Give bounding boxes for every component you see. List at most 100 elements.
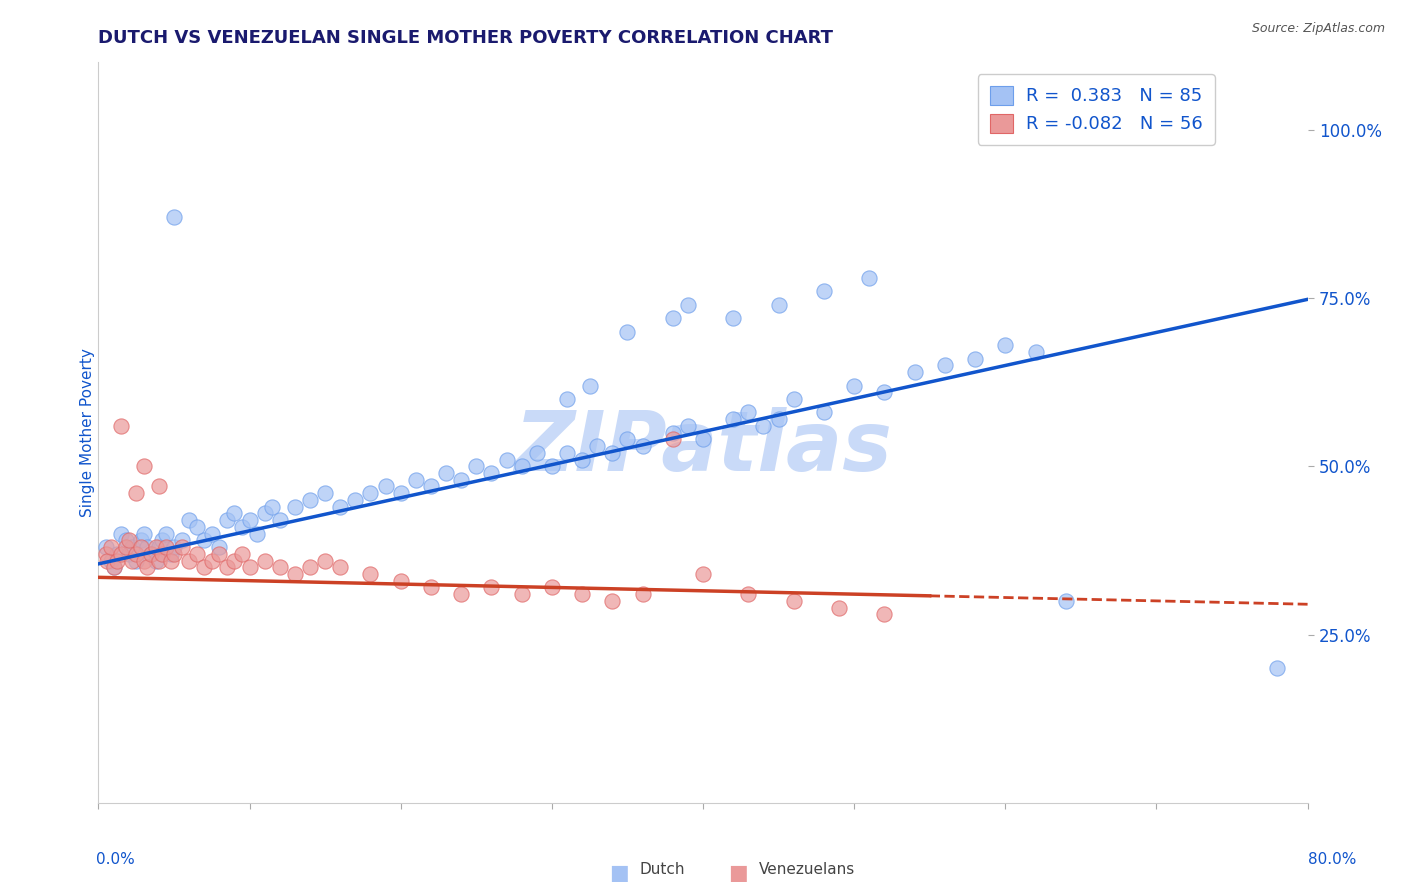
Point [103,560,125,574]
Point [132,553,155,567]
Point [420,581,443,595]
Point [114,533,136,548]
Point [160,553,183,567]
Point [571,587,593,601]
Point [105,547,128,561]
Point [661,433,683,447]
Point [160,547,183,561]
Point [299,560,322,574]
Point [110,418,132,433]
Point [1267,661,1289,675]
Point [389,486,412,500]
Text: DUTCH VS VENEZUELAN SINGLE MOTHER POVERTY CORRELATION CHART: DUTCH VS VENEZUELAN SINGLE MOTHER POVERT… [98,29,834,47]
Point [269,560,291,574]
Point [314,553,336,567]
Point [828,600,851,615]
Point [125,553,148,567]
Point [105,553,128,567]
Point [125,547,148,561]
Point [616,325,638,339]
Point [110,526,132,541]
Point [118,533,141,548]
Point [135,560,157,574]
Point [481,581,503,595]
Point [481,466,503,480]
Point [299,492,322,507]
Point [179,553,201,567]
Point [783,392,806,406]
Point [141,547,163,561]
Point [602,594,624,608]
Point [94,540,117,554]
Point [231,547,253,561]
Point [150,533,173,548]
Point [540,581,562,595]
Point [661,311,683,326]
Point [692,433,714,447]
Text: ■: ■ [609,863,628,883]
Point [284,566,307,581]
Legend: R =  0.383   N = 85, R = -0.082   N = 56: R = 0.383 N = 85, R = -0.082 N = 56 [977,74,1215,145]
Point [170,540,193,554]
Point [526,446,548,460]
Point [208,540,231,554]
Point [676,298,699,312]
Point [145,540,167,554]
Point [201,526,224,541]
Point [100,540,122,554]
Point [602,446,624,460]
Point [114,540,136,554]
Point [155,540,177,554]
Point [129,540,152,554]
Point [813,285,835,299]
Point [163,211,186,225]
Point [179,513,201,527]
Point [215,513,238,527]
Point [100,553,122,567]
Point [253,507,276,521]
Point [208,547,231,561]
Point [344,492,367,507]
Point [314,486,336,500]
Text: Venezuelans: Venezuelans [759,862,855,877]
Point [692,566,714,581]
Point [148,479,170,493]
Point [873,607,896,622]
Point [201,553,224,567]
Point [224,507,246,521]
Point [118,547,141,561]
Point [965,351,987,366]
Text: Source: ZipAtlas.com: Source: ZipAtlas.com [1251,22,1385,36]
Point [1054,594,1077,608]
Point [571,452,593,467]
Point [163,540,186,554]
Point [858,270,880,285]
Text: 80.0%: 80.0% [1309,852,1357,867]
Point [148,553,170,567]
Point [374,479,396,493]
Point [723,311,745,326]
Point [768,412,790,426]
Point [389,574,412,588]
Point [994,338,1017,352]
Point [155,526,177,541]
Point [360,486,382,500]
Point [186,547,208,561]
Point [465,459,488,474]
Point [631,587,654,601]
Point [434,466,457,480]
Point [737,587,759,601]
Y-axis label: Single Mother Poverty: Single Mother Poverty [80,348,94,517]
Point [329,500,352,514]
Point [631,439,654,453]
Point [145,553,167,567]
Point [904,365,927,379]
Point [616,433,638,447]
Point [450,473,472,487]
Point [262,500,284,514]
Point [110,547,132,561]
Point [94,547,117,561]
Point [586,439,609,453]
Point [148,540,170,554]
Text: ZIPatlas: ZIPatlas [515,407,891,488]
